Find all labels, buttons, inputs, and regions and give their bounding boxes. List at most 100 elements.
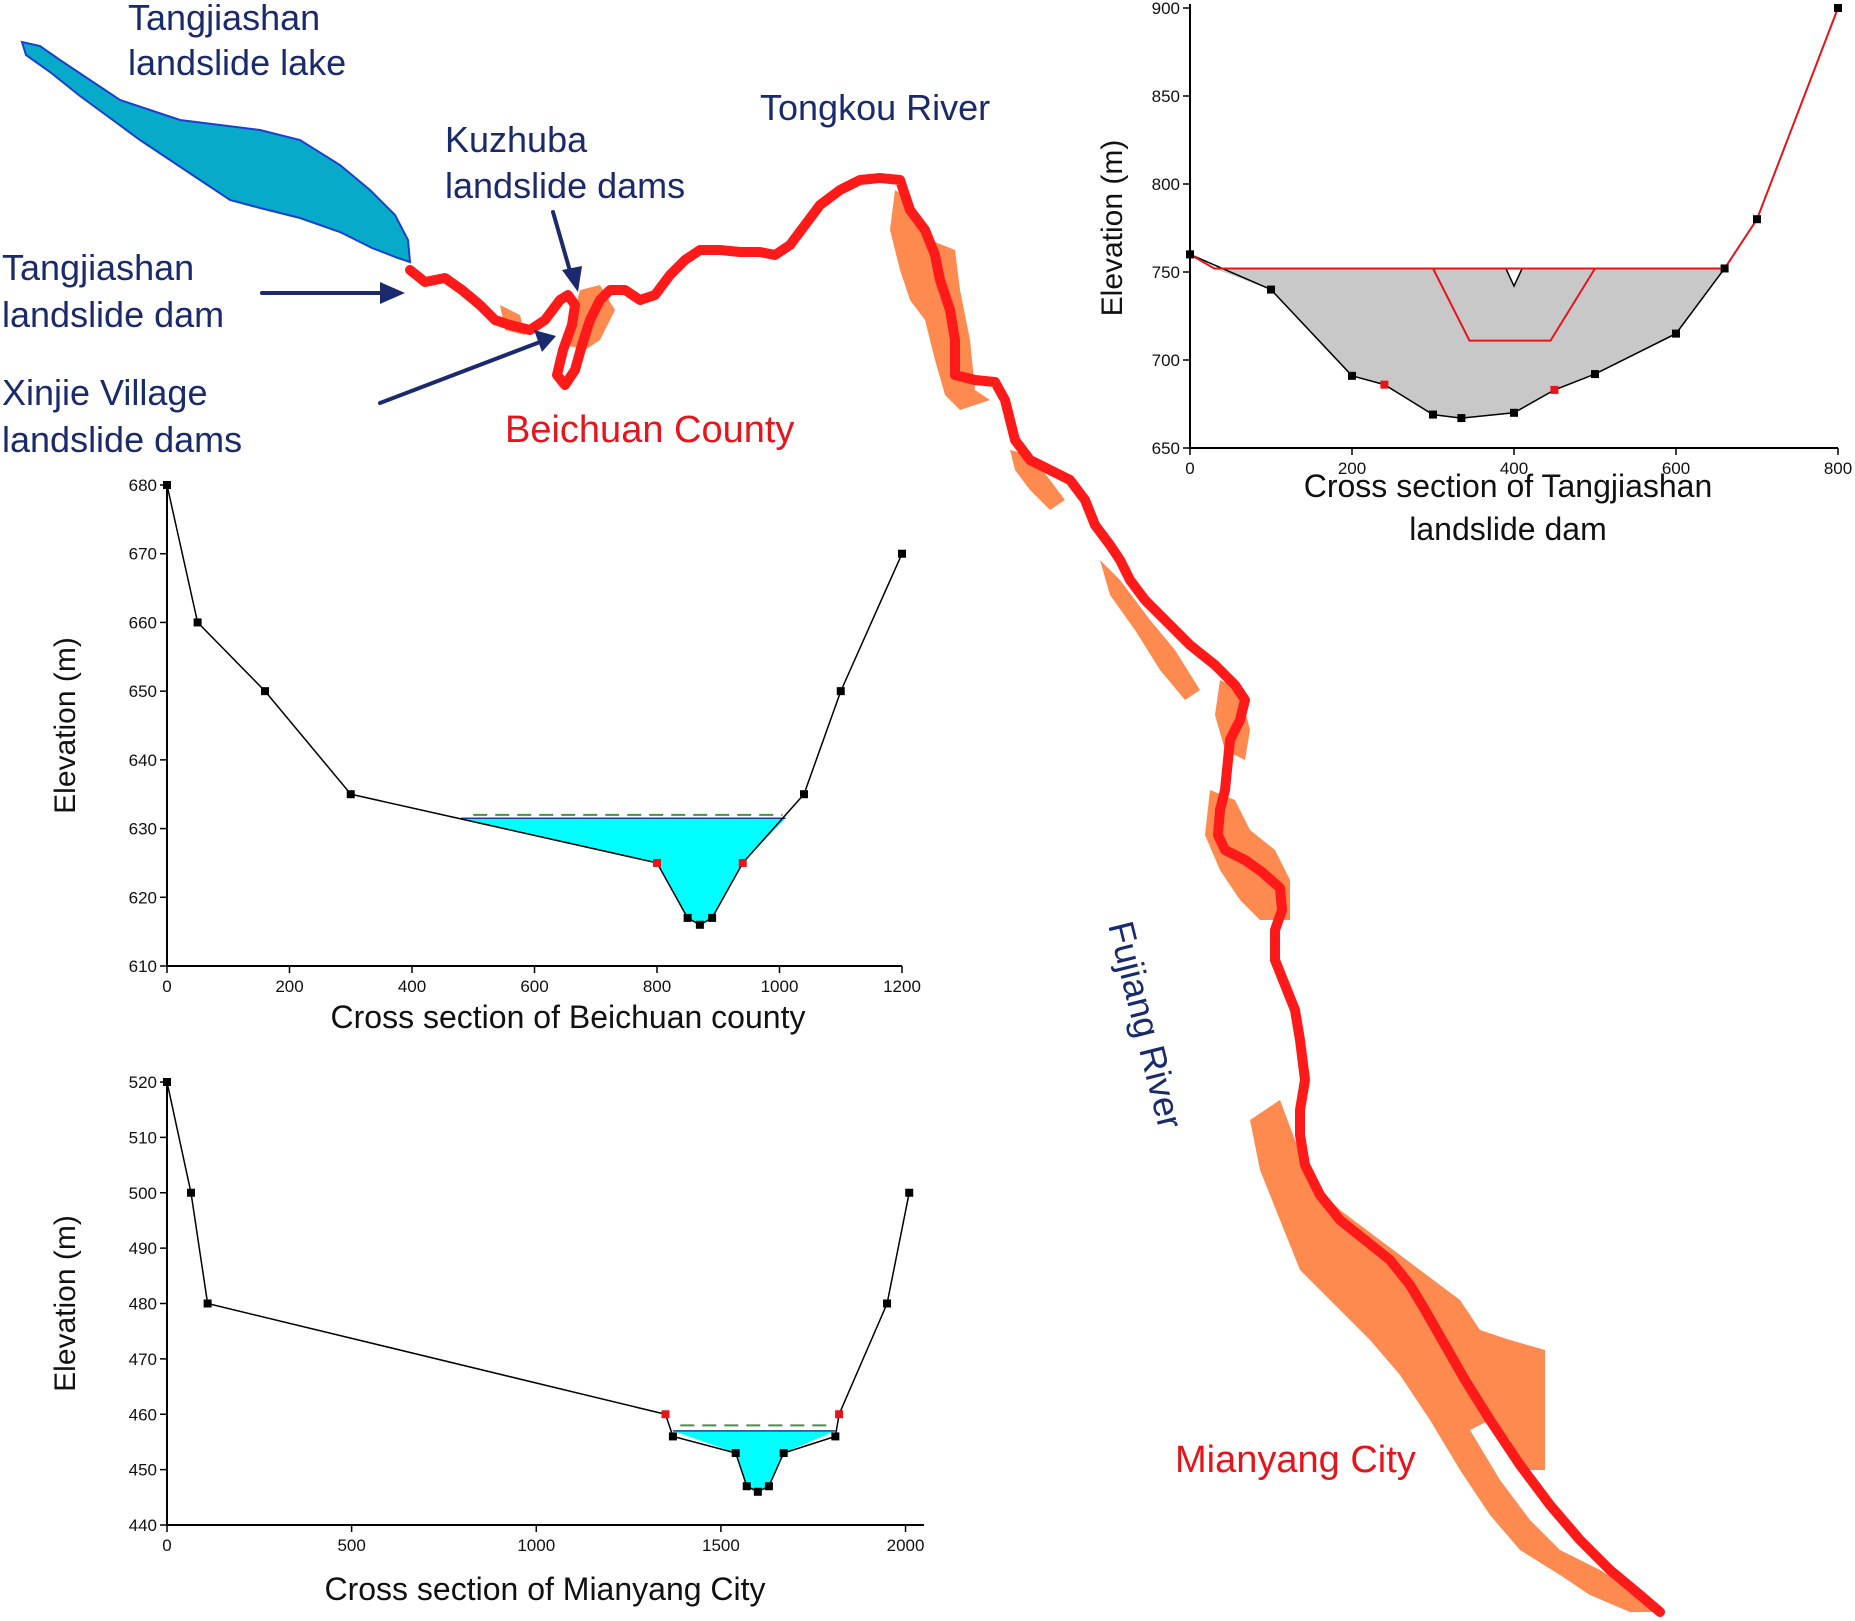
data-point	[1429, 410, 1437, 419]
y-tick-label: 650	[129, 682, 157, 701]
y-tick-label: 510	[129, 1128, 157, 1147]
breach-channel-line	[1432, 267, 1596, 342]
data-point	[898, 549, 906, 558]
data-point	[800, 790, 808, 799]
x-tick-label: 400	[398, 977, 426, 996]
landslide-lake	[20, 40, 412, 264]
chart-beichuan-cross-section: 610 620 630 640 650 660 670 680 0 200 400 600 800 100…	[49, 476, 921, 1035]
data-point	[163, 1078, 171, 1086]
y-tick-label: 670	[129, 545, 157, 564]
x-tick-label: 400	[1500, 459, 1528, 478]
data-point	[1267, 285, 1275, 294]
water-body	[672, 1430, 836, 1492]
chart-caption: Cross section of Beichuan county	[331, 999, 806, 1035]
data-point	[753, 1487, 762, 1496]
beichuan-county-label: Beichuan County	[505, 409, 794, 451]
y-tick-label: 470	[129, 1350, 157, 1369]
data-point	[261, 687, 269, 696]
mianyang-city-label: Mianyang City	[1175, 1439, 1416, 1481]
data-point	[1510, 408, 1518, 417]
lake-label: Tangjiashan landslide lake	[128, 0, 346, 83]
data-point	[731, 1449, 740, 1458]
data-point	[695, 920, 704, 929]
kuzhuba-label: Kuzhuba landslide dams	[445, 119, 685, 206]
x-tick-label: 0	[162, 977, 171, 996]
x-tick-label: 200	[1338, 459, 1366, 478]
data-point	[193, 618, 202, 627]
x-tick-label: 500	[337, 1536, 365, 1555]
y-tick-label: 660	[129, 613, 157, 632]
y-tick-label: 750	[1152, 263, 1180, 282]
water-surface-line	[1189, 253, 1725, 270]
chart-caption: landslide dam	[1409, 511, 1606, 547]
data-point	[346, 790, 355, 799]
data-point	[831, 1432, 840, 1441]
x-tick-label: 600	[1662, 459, 1690, 478]
y-axis-title: Elevation (m)	[49, 637, 82, 814]
y-tick-label: 460	[129, 1405, 157, 1424]
x-tick-label: 0	[162, 1536, 171, 1555]
y-tick-label: 520	[129, 1073, 157, 1092]
data-point	[683, 913, 692, 922]
data-point	[883, 1299, 892, 1308]
y-tick-label: 850	[1152, 87, 1180, 106]
data-point	[163, 481, 171, 489]
y-tick-label: 610	[129, 957, 157, 976]
arrow-xinjie-dams	[378, 340, 542, 405]
data-point	[742, 1482, 751, 1491]
data-point	[1457, 414, 1466, 423]
data-point	[661, 1410, 670, 1419]
y-axis-title: Elevation (m)	[1096, 140, 1129, 317]
data-point	[203, 1299, 212, 1308]
x-tick-label: 2000	[887, 1536, 925, 1555]
data-point	[1380, 380, 1389, 389]
map-arrows	[260, 210, 582, 405]
right-bank-line	[1723, 7, 1839, 270]
y-tick-label: 680	[129, 476, 157, 495]
x-tick-label: 800	[643, 977, 671, 996]
arrow-kuzhuba-dams	[551, 210, 574, 280]
data-point	[668, 1432, 677, 1441]
x-tick-label: 200	[275, 977, 303, 996]
data-point	[653, 858, 661, 867]
y-tick-label: 480	[129, 1295, 157, 1314]
y-tick-label: 900	[1152, 0, 1180, 18]
x-tick-label: 600	[520, 977, 548, 996]
data-point	[1720, 264, 1729, 273]
arrowhead-xinjie-dams	[534, 330, 556, 352]
y-tick-label: 630	[129, 820, 157, 839]
dam-body	[1214, 268, 1725, 419]
arrowhead-kuzhuba-dams	[562, 266, 582, 292]
xinjie-label: Xinjie Village landslide dams	[2, 372, 242, 460]
data-point	[708, 913, 717, 922]
x-tick-label: 0	[1185, 459, 1194, 478]
data-point	[779, 1449, 788, 1458]
water-body	[461, 818, 786, 925]
chart-caption: Cross section of Tangjiashan	[1304, 468, 1713, 504]
fujiang-river-label: Fujiang River	[1100, 917, 1191, 1133]
chart-mianyang-cross-section: 440 450 460 470 480 490 500 510 520 0 500 1000 1500 2…	[49, 1073, 924, 1607]
chart-tangjiashan-cross-section: 650 700 750 800 850 900 0 200 400 600 800 Elevation…	[1096, 0, 1852, 547]
data-point	[1753, 215, 1761, 224]
y-tick-label: 650	[1152, 439, 1180, 458]
y-tick-label: 800	[1152, 175, 1180, 194]
y-tick-label: 450	[129, 1461, 157, 1480]
y-axis-title: Elevation (m)	[49, 1215, 82, 1392]
y-tick-label: 620	[129, 888, 157, 907]
x-tick-label: 1000	[761, 977, 799, 996]
y-tick-label: 640	[129, 751, 157, 770]
y-tick-label: 440	[129, 1516, 157, 1535]
data-point	[1550, 385, 1559, 394]
tongkou-river-label: Tongkou River	[760, 87, 990, 128]
data-point	[764, 1482, 773, 1491]
chart-caption: Cross section of Mianyang City	[324, 1571, 765, 1607]
data-point	[1348, 371, 1356, 380]
data-point	[1672, 329, 1680, 338]
data-point	[835, 1410, 844, 1419]
data-point	[738, 858, 747, 867]
tangjiashan-dam-label: Tangjiashan landslide dam	[2, 247, 224, 335]
x-tick-label: 800	[1824, 459, 1852, 478]
data-point	[836, 687, 845, 696]
data-point	[1591, 370, 1599, 379]
